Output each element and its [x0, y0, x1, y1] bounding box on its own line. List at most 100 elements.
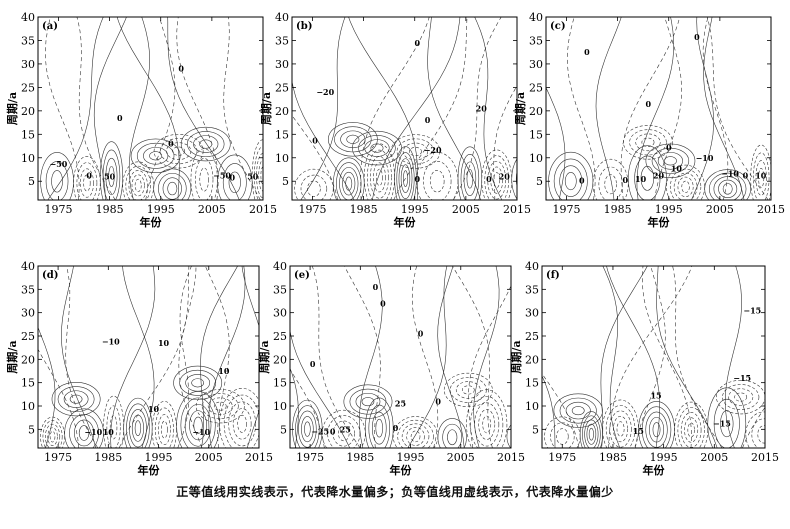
- x-tick-label: 2015: [503, 203, 531, 216]
- x-tick-label: 1985: [599, 451, 627, 464]
- y-axis-label: 周期/a: [509, 340, 523, 373]
- contour-label: −10: [102, 337, 120, 347]
- y-tick-label: 35: [275, 34, 289, 47]
- contour-label: 0: [414, 38, 420, 48]
- y-tick-label: 30: [21, 58, 35, 71]
- y-tick-label: 10: [21, 400, 35, 413]
- y-tick-label: 20: [529, 105, 543, 118]
- y-tick-label: 10: [275, 152, 289, 165]
- contour-label: 0: [694, 32, 700, 42]
- y-tick-label: 35: [21, 283, 35, 296]
- y-tick-label: 30: [21, 307, 35, 320]
- y-axis-label: 周期/a: [513, 92, 527, 125]
- contour-label: 0: [380, 298, 386, 308]
- y-tick-label: 25: [273, 330, 287, 343]
- panel-label: (e): [294, 270, 310, 281]
- plot-frame: [37, 16, 264, 201]
- contour-label: 0: [666, 142, 672, 152]
- x-tick-label: 2005: [700, 451, 728, 464]
- y-axis-label: 周期/a: [259, 92, 273, 125]
- x-tick-label: 1975: [44, 451, 72, 464]
- y-tick-label: 25: [529, 81, 543, 94]
- x-tick-label: 1975: [296, 451, 324, 464]
- contour-label: −25: [311, 427, 329, 437]
- contour-label: 15: [650, 390, 661, 400]
- x-axis-label: 年份: [140, 215, 163, 229]
- y-tick-label: 10: [525, 400, 539, 413]
- contour-label: 10: [635, 174, 647, 184]
- contour-label: 0: [168, 139, 174, 149]
- x-axis-label: 年份: [648, 215, 671, 229]
- x-axis-label: 年份: [394, 215, 417, 229]
- plot-frame: [541, 265, 766, 449]
- panel-d: 5 10 15 20 25 30 35 40 1975 1985 1995 2005 2015 (d) −1…: [5, 260, 273, 477]
- contour-label: −15: [743, 305, 761, 315]
- contour-label: 0: [330, 427, 336, 437]
- y-tick-label: 35: [529, 34, 543, 47]
- y-tick-label: 40: [21, 260, 35, 273]
- y-axis-label: 周期/a: [5, 340, 19, 373]
- y-tick-label: 30: [529, 58, 543, 71]
- contour-lines: [40, 17, 263, 200]
- contour-label: 50: [247, 172, 259, 182]
- x-tick-label: 1975: [44, 203, 72, 216]
- x-tick-label: 2015: [757, 203, 785, 216]
- contour-label: −15: [733, 373, 751, 383]
- contour-label: −20: [424, 145, 442, 155]
- y-tick-label: 30: [273, 307, 287, 320]
- contour-label: 10: [158, 338, 170, 348]
- y-tick-label: 20: [273, 353, 287, 366]
- contour-label: 20: [499, 172, 511, 182]
- contour-label: −10: [192, 427, 210, 437]
- panel-label: (f): [546, 270, 560, 281]
- contour-lines: [292, 17, 517, 200]
- contour-label: −15: [713, 419, 731, 429]
- contour-lines: [290, 266, 511, 448]
- x-tick-label: 1975: [548, 451, 576, 464]
- plot-frame: [37, 265, 260, 449]
- contour-label: 0: [117, 113, 123, 123]
- x-axis-label: 年份: [138, 463, 161, 477]
- x-tick-label: 1995: [401, 203, 429, 216]
- x-tick-label: 2015: [249, 203, 277, 216]
- y-tick-label: 10: [273, 400, 287, 413]
- contour-label: 25: [340, 424, 351, 434]
- contour-label: 0: [312, 135, 318, 145]
- x-tick-label: 1995: [650, 451, 678, 464]
- x-tick-label: 1995: [147, 203, 175, 216]
- y-tick-label: 40: [21, 11, 35, 24]
- y-tick-label: 35: [273, 283, 287, 296]
- contour-label: −10: [696, 153, 714, 163]
- panel-a: 5 10 15 20 25 30 35 40 1975 1985 1995 2005 2015 (a) 0 0…: [5, 11, 277, 229]
- contour-lines: [38, 266, 259, 448]
- contour-label: 10: [103, 427, 115, 437]
- x-tick-label: 2005: [706, 203, 734, 216]
- panel-f: 5 10 15 20 25 30 35 40 1975 1985 1995 2005 2015 (f) −1…: [509, 260, 779, 477]
- contour-label: 0: [230, 172, 236, 182]
- contour-label: 0: [178, 64, 184, 74]
- y-tick-label: 5: [28, 423, 35, 436]
- contour-label: 0: [645, 99, 651, 109]
- contour-label: 25: [395, 399, 406, 409]
- contour-label: 0: [622, 175, 628, 185]
- contour-label: 10: [218, 366, 230, 376]
- contour-label: 0: [579, 175, 585, 185]
- y-tick-label: 25: [275, 81, 289, 94]
- contour-label: −20: [316, 87, 334, 97]
- contour-label: 0: [584, 47, 590, 57]
- y-tick-label: 35: [525, 283, 539, 296]
- y-tick-label: 15: [275, 128, 289, 141]
- contour-label: 0: [393, 423, 399, 433]
- contour-label: 0: [373, 282, 379, 292]
- y-axis-label: 周期/a: [257, 340, 271, 373]
- y-tick-label: 30: [275, 58, 289, 71]
- y-tick-label: 25: [21, 81, 35, 94]
- contour-label: 0: [486, 174, 492, 184]
- y-axis-label: 周期/a: [5, 92, 19, 125]
- y-tick-label: 20: [21, 105, 35, 118]
- y-tick-label: 40: [273, 260, 287, 273]
- x-tick-label: 1985: [94, 451, 122, 464]
- y-tick-label: 15: [21, 377, 35, 390]
